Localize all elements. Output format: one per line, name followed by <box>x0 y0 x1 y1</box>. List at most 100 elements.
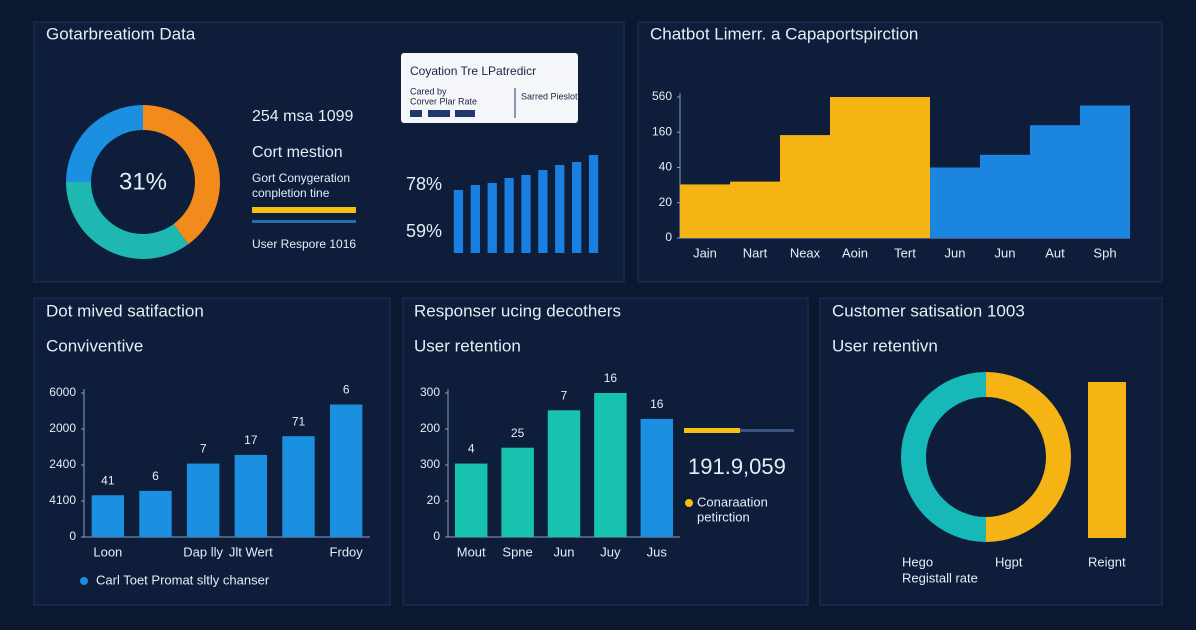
progress-bar <box>740 429 794 432</box>
annotation: Sarred Pieslot <box>521 91 578 101</box>
x-tick-label: Aoin <box>842 245 868 260</box>
x-tick-label: Jus <box>647 544 668 559</box>
chart-title: Dot mived satifaction <box>46 301 204 320</box>
x-tick-label: Spne <box>502 544 532 559</box>
annotation: Coyation Tre LPatredicr <box>410 64 536 78</box>
annotation: Registall rate <box>902 570 978 585</box>
data-label: 16 <box>650 397 664 411</box>
x-tick-label: Jlt Wert <box>229 544 273 559</box>
chip <box>455 110 475 117</box>
chart-title: Chatbot Limerr. a Capaportspirction <box>650 24 918 43</box>
x-tick-label: Aut <box>1045 245 1065 260</box>
y-tick-label: 2000 <box>49 421 76 435</box>
annotation: Cort mestion <box>252 144 343 161</box>
annotation: Hego <box>902 554 933 569</box>
bar <box>730 181 780 238</box>
annotation: Carl Toet Promat sltly chanser <box>96 572 270 587</box>
bar <box>594 393 627 537</box>
bar <box>780 135 830 238</box>
y-tick-label: 560 <box>652 89 672 103</box>
bar <box>555 165 565 253</box>
x-tick-label: Jun <box>945 245 966 260</box>
y-tick-label: 160 <box>652 124 672 138</box>
bar <box>454 463 488 537</box>
y-tick-label: 20 <box>659 195 673 209</box>
center-label: 31% <box>119 168 167 195</box>
bar <box>930 167 980 238</box>
bar <box>501 447 534 537</box>
data-label: 16 <box>604 371 618 385</box>
chip <box>428 110 450 117</box>
y-tick-label: 300 <box>420 385 440 399</box>
bar <box>487 183 497 253</box>
pie-segment <box>143 105 220 245</box>
annotation: Reignt <box>1088 554 1126 569</box>
x-tick-label: Tert <box>894 245 916 260</box>
annotation: User Respore 1016 <box>252 237 356 251</box>
popup <box>401 53 578 123</box>
bar <box>830 97 880 238</box>
chart-title: Gotarbreatiom Data <box>46 24 196 43</box>
bar <box>329 404 363 537</box>
bar <box>588 155 599 253</box>
annotation: 254 msa 1099 <box>252 108 354 125</box>
bar <box>980 154 1030 238</box>
y-tick-label: 300 <box>420 457 440 471</box>
x-tick-label: Sph <box>1093 245 1116 260</box>
progress-bar <box>684 428 740 433</box>
y-tick-label: 0 <box>665 230 672 244</box>
progress-bar <box>252 220 356 223</box>
x-tick-label: Mout <box>457 544 486 559</box>
y-tick-label: 20 <box>427 493 441 507</box>
data-label: 71 <box>292 414 306 428</box>
legend-dot <box>685 499 693 507</box>
pie-segment <box>986 372 1072 542</box>
chart-subtitle: Conviventive <box>46 336 143 355</box>
progress-bar <box>252 207 356 213</box>
bar <box>470 185 480 253</box>
data-label: 4 <box>468 442 475 456</box>
x-tick-label: Jun <box>995 245 1016 260</box>
pie-segment <box>66 182 189 259</box>
bar <box>234 454 268 537</box>
bar <box>880 97 930 238</box>
data-label: 7 <box>200 442 207 456</box>
bar <box>282 436 315 537</box>
x-tick-label: Jun <box>554 544 575 559</box>
bar <box>572 162 582 253</box>
bar <box>547 410 581 537</box>
annotation: Hgpt <box>995 554 1023 569</box>
chart-subtitle: User retention <box>414 336 521 355</box>
annotation: Conaraation <box>697 494 768 509</box>
y-tick-label: 4100 <box>49 493 76 507</box>
chart-subtitle: User retentivn <box>832 336 938 355</box>
annotation: petirction <box>697 509 750 524</box>
bar <box>453 190 464 253</box>
bar <box>139 490 172 537</box>
pie-segment <box>66 105 143 182</box>
bar <box>521 175 531 253</box>
bar <box>1030 125 1080 238</box>
x-tick-label: Loon <box>93 544 122 559</box>
chip <box>410 110 422 117</box>
y-tick-label: 0 <box>433 529 440 543</box>
data-label: 6 <box>343 383 350 397</box>
x-tick-label: Juy <box>600 544 621 559</box>
annotation: Corver Plar Rate <box>410 96 477 106</box>
pie-segment <box>900 372 986 542</box>
side-bar <box>1088 382 1126 538</box>
y-tick-label: 40 <box>659 160 673 174</box>
bar <box>1080 105 1130 239</box>
x-tick-label: Frdoy <box>330 544 364 559</box>
annotation: Gort Conygeration <box>252 171 350 185</box>
bar <box>504 178 514 253</box>
x-tick-label: Jain <box>693 245 717 260</box>
x-tick-label: Dap lly <box>183 544 223 559</box>
bar <box>91 495 125 537</box>
chart-title: Responser ucing decothers <box>414 301 621 320</box>
annotation: 191.9,059 <box>688 454 786 479</box>
legend-dot <box>80 577 88 585</box>
data-label: 41 <box>101 473 115 487</box>
data-label: 25 <box>511 426 525 440</box>
y-tick-label: 200 <box>420 421 440 435</box>
